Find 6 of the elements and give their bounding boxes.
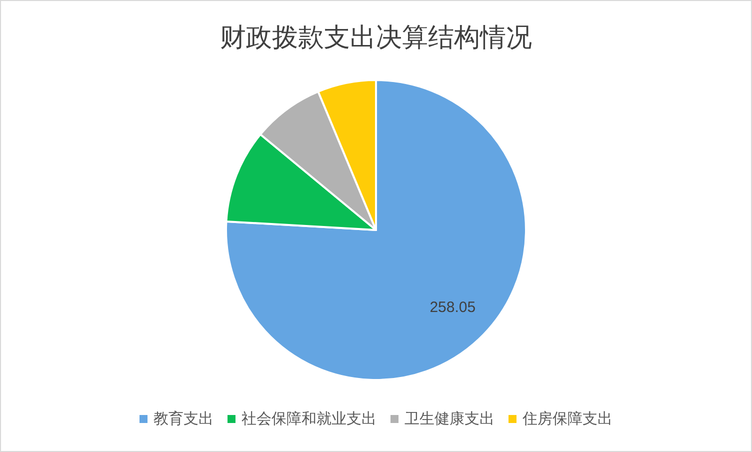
data-label: 258.05	[430, 298, 476, 316]
legend-label: 卫生健康支出	[404, 410, 494, 428]
legend-label: 社会保障和就业支出	[242, 410, 376, 428]
chart-title: 财政拨款支出决算结构情况	[220, 23, 532, 52]
legend-label: 教育支出	[154, 410, 214, 428]
legend-label: 住房保障支出	[522, 410, 612, 428]
